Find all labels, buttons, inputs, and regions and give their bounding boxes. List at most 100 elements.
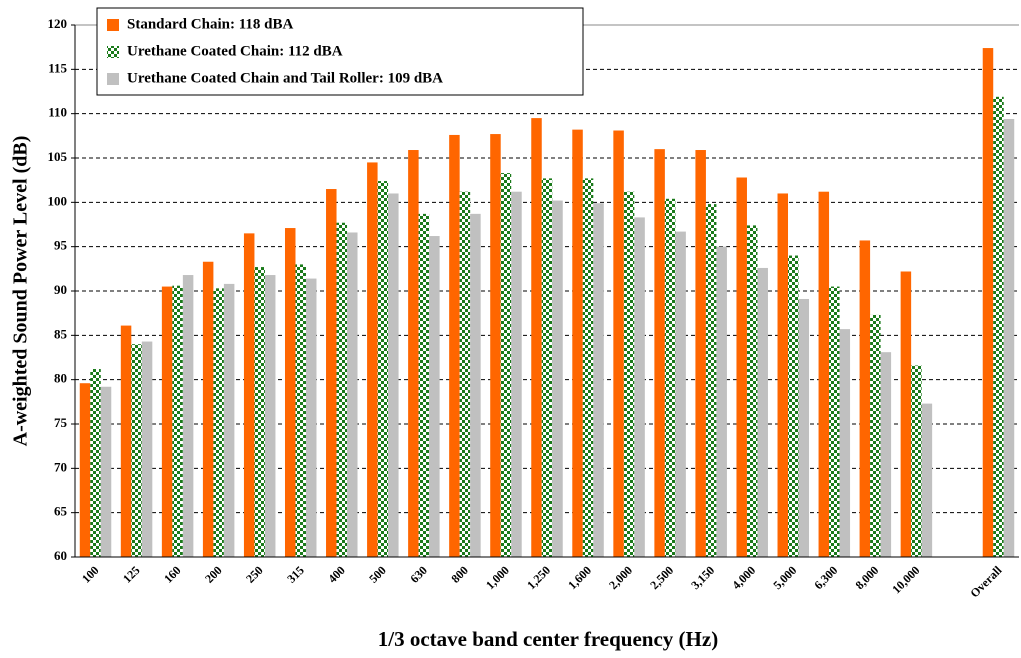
bar (911, 365, 922, 557)
x-tick-label: 3,150 (688, 563, 717, 592)
bar (716, 246, 727, 557)
bar (100, 386, 112, 557)
x-tick-label: 2,500 (647, 563, 676, 592)
bar (582, 178, 594, 558)
bar (182, 275, 194, 557)
bar (921, 403, 933, 557)
bar (818, 191, 830, 557)
x-tick-label: 4,000 (729, 563, 758, 592)
x-tick-label: 800 (448, 563, 471, 586)
bar (202, 261, 214, 557)
y-tick-label: 120 (48, 16, 68, 31)
bar (284, 228, 296, 557)
y-tick-label: 70 (54, 459, 67, 474)
y-tick-label: 100 (48, 193, 68, 208)
bar (541, 178, 553, 558)
legend-label: Urethane Coated Chain: 112 dBA (127, 43, 343, 59)
bar (347, 232, 358, 558)
x-tick-label: 2,000 (606, 563, 635, 592)
bar (623, 191, 635, 557)
bar (418, 213, 430, 558)
y-tick-label: 110 (48, 105, 67, 120)
x-tick-label: 500 (366, 563, 389, 586)
x-tick-label: 1,250 (524, 563, 553, 592)
bar (213, 288, 224, 557)
bar (223, 283, 235, 557)
x-tick-label: 160 (161, 563, 184, 586)
bar (305, 278, 317, 557)
bar (408, 150, 419, 557)
y-tick-label: 95 (54, 238, 68, 253)
bar (79, 383, 91, 557)
bar (736, 177, 747, 558)
bar (788, 255, 799, 558)
y-tick-label: 65 (54, 504, 68, 519)
legend-box (96, 7, 584, 96)
bar (470, 213, 481, 558)
bar (552, 200, 563, 557)
bar (798, 298, 810, 557)
bar (705, 204, 717, 557)
bar (1003, 118, 1015, 557)
bar (829, 286, 840, 557)
bar (993, 96, 1004, 557)
bar (572, 129, 583, 558)
bar (531, 118, 542, 557)
x-tick-label: Overall (967, 563, 1005, 601)
x-tick-label: 1,600 (565, 563, 594, 592)
x-tick-label: 630 (407, 563, 430, 586)
bar (295, 264, 306, 557)
bar (90, 369, 101, 557)
x-tick-label: 400 (325, 563, 348, 586)
legend-label: Urethane Coated Chain and Tail Roller: 1… (127, 70, 443, 86)
x-tick-label: 315 (284, 563, 307, 586)
x-axis-title: 1/3 octave band center frequency (Hz) (378, 627, 718, 651)
bar (675, 231, 686, 558)
x-tick-label: 125 (120, 563, 143, 586)
bar (326, 189, 337, 558)
bar (449, 134, 460, 558)
bar (388, 193, 399, 557)
bar (900, 271, 912, 557)
y-tick-label: 105 (48, 149, 68, 164)
bar (880, 352, 892, 557)
y-tick-label: 75 (54, 415, 68, 430)
bar (664, 198, 676, 557)
bar (131, 344, 142, 557)
y-tick-label: 60 (54, 548, 67, 563)
bar (377, 181, 389, 557)
x-tick-label: 6,300 (811, 563, 840, 592)
bar (120, 325, 132, 557)
legend-swatch (107, 19, 119, 31)
bar (264, 275, 276, 557)
x-tick-label: 5,000 (770, 563, 799, 592)
legend-swatch (107, 46, 119, 58)
bar (459, 191, 471, 557)
x-tick-label: 8,000 (852, 563, 881, 592)
bar (654, 149, 665, 557)
bar (336, 222, 348, 557)
bar (254, 267, 265, 557)
bar (695, 150, 706, 557)
bar (172, 285, 183, 557)
x-tick-label: 250 (243, 563, 266, 586)
bar (490, 134, 501, 557)
bar (634, 217, 645, 557)
y-tick-label: 90 (54, 282, 67, 297)
bar (859, 240, 871, 557)
bar (511, 191, 522, 557)
bar (839, 329, 851, 557)
bar (613, 130, 624, 557)
y-tick-label: 85 (54, 326, 68, 341)
bar (367, 162, 378, 557)
bar (746, 225, 758, 558)
x-tick-label: 1,000 (483, 563, 512, 592)
legend-swatch (107, 73, 119, 85)
x-tick-label: 200 (202, 563, 225, 586)
bar (870, 314, 881, 557)
bar (777, 193, 789, 557)
y-tick-label: 115 (48, 60, 67, 75)
y-axis-title: A-weighted Sound Power Level (dB) (10, 136, 32, 447)
bar (141, 341, 153, 557)
